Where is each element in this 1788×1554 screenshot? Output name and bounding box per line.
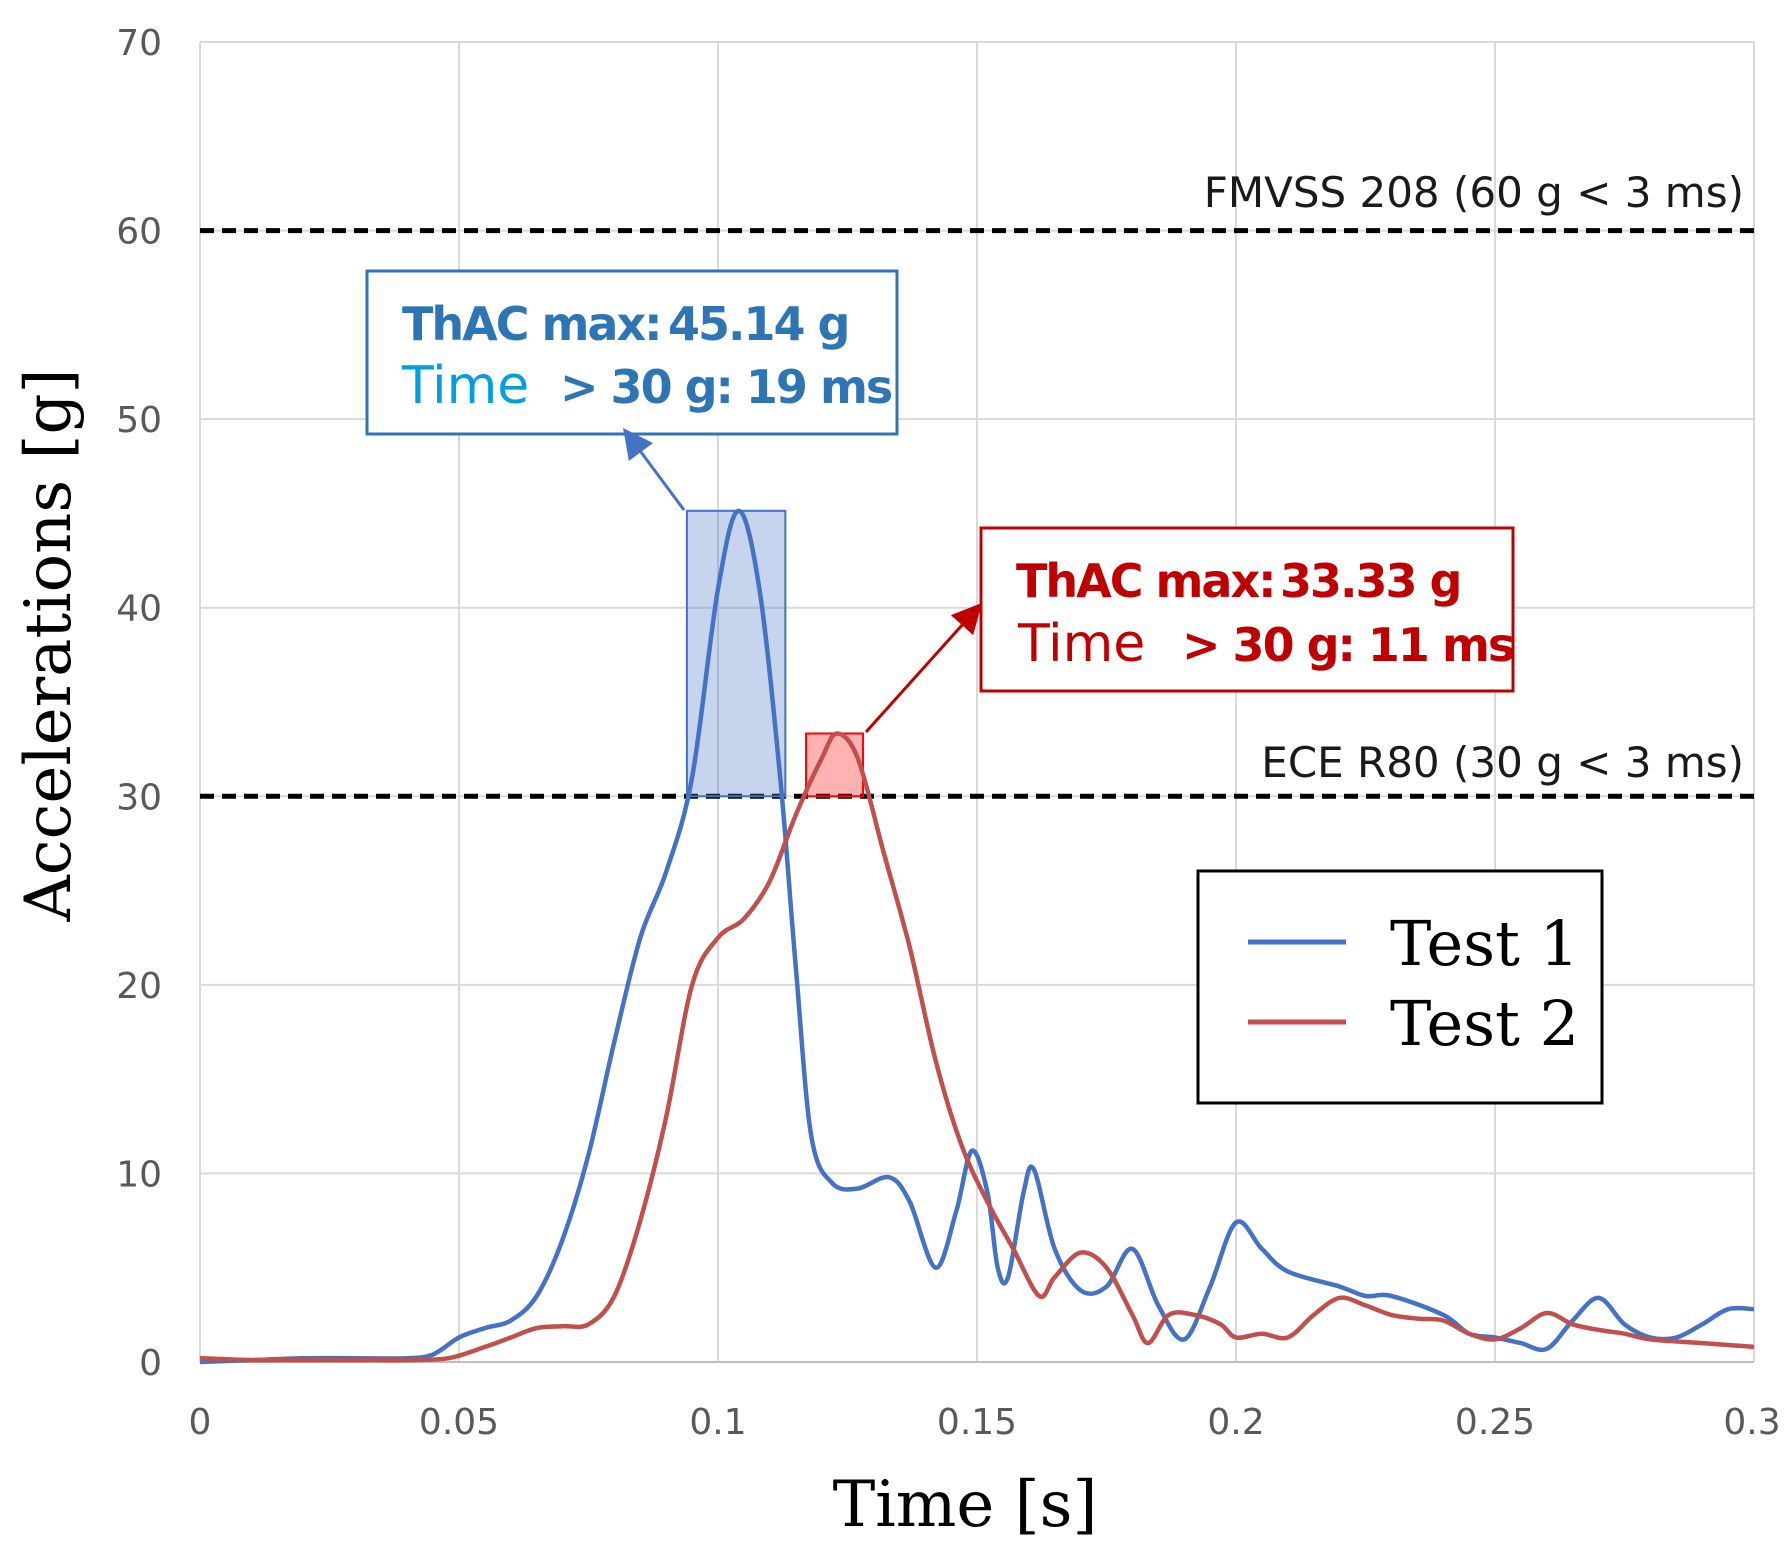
ref-label-ece: ECE R80 (30 g < 3 ms): [1261, 738, 1744, 787]
x-tick-label-1: 0.05: [419, 1402, 499, 1443]
legend-box: [1196, 869, 1604, 1105]
tick-labels: 0 10 20 30 40 50 60 70 0 0.05 0.1 0.15 0.2 0.25 0.3: [116, 23, 1780, 1443]
x-tick-label-2: 0.1: [689, 1402, 746, 1443]
annotation-test1: ThAC max: 45.14 g Time > 30 g: 19 ms: [365, 269, 899, 436]
x-tick-label-6: 0.3: [1723, 1402, 1780, 1443]
grid: [199, 41, 1755, 1363]
y-tick-label-4: 40: [116, 589, 162, 630]
y-tick-label-0: 0: [139, 1343, 162, 1384]
series-lines: [199, 508, 1755, 1365]
annotation-test2-arrow: [864, 602, 983, 734]
y-axis-title: Accelerations [g]: [12, 369, 86, 923]
annotation-test1-label2: Time: [401, 356, 529, 416]
series-line-test2: [199, 731, 1755, 1363]
annotation-test1-arrow: [623, 427, 686, 511]
legend-label-test2: Test 2: [1390, 987, 1579, 1060]
highlight-regions: [685, 509, 865, 798]
annotation-test1-value1: 45.14 g: [668, 297, 848, 351]
annotation-test2-value1: 33.33 g: [1280, 554, 1460, 608]
x-tick-label-0: 0: [189, 1402, 212, 1443]
annotation-test2-label2: Time: [1017, 614, 1145, 674]
x-tick-label-5: 0.25: [1455, 1402, 1535, 1443]
x-axis-title: Time [s]: [833, 1468, 1098, 1542]
y-tick-label-7: 70: [116, 23, 162, 64]
x-tick-label-4: 0.2: [1207, 1402, 1264, 1443]
legend: Test 1 Test 2: [1196, 869, 1604, 1105]
annotation-test1-value2: > 30 g: 19 ms: [560, 360, 892, 414]
reference-lines: [200, 228, 1754, 799]
legend-label-test1: Test 1: [1390, 907, 1579, 980]
y-tick-label-1: 10: [116, 1154, 162, 1195]
annotation-test2-value2: > 30 g: 11 ms: [1182, 618, 1514, 672]
annotation-test2-label1: ThAC max:: [1016, 554, 1275, 608]
y-tick-label-6: 60: [116, 212, 162, 253]
y-tick-label-3: 30: [116, 777, 162, 818]
y-tick-label-2: 20: [116, 966, 162, 1007]
y-tick-label-5: 50: [116, 400, 162, 441]
highlight-region-2: [805, 732, 865, 798]
x-tick-label-3: 0.15: [937, 1402, 1017, 1443]
annotation-test1-label1: ThAC max:: [402, 297, 661, 351]
annotation-test2: ThAC max: 33.33 g Time > 30 g: 11 ms: [979, 526, 1516, 693]
ref-label-fmvss: FMVSS 208 (60 g < 3 ms): [1204, 168, 1744, 217]
highlight-region-1: [685, 509, 787, 798]
